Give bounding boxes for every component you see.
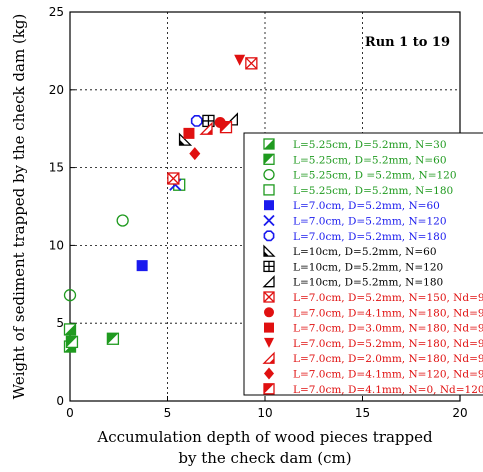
legend-marker — [264, 337, 274, 348]
legend-item: L=7.0cm, D=4.1mm, N=120, Nd=90 — [264, 367, 483, 381]
x-tick-label: 10 — [257, 406, 272, 420]
legend-label: L=10cm, D=5.2mm, N=180 — [293, 277, 443, 289]
y-tick-label: 0 — [56, 394, 64, 408]
legend-marker — [263, 383, 275, 395]
data-point-series-1 — [63, 323, 77, 336]
axis-ticks: 0 5 10 15 20 0 5 10 15 20 25 — [49, 5, 468, 420]
x-tick-label: 5 — [164, 406, 172, 420]
legend-item: L=7.0cm, D=5.2mm, N=120 — [263, 214, 447, 228]
data-point-series-15 — [199, 121, 213, 135]
data-point-series-14 — [234, 54, 246, 66]
legend-marker — [263, 260, 275, 273]
legend-label: L=7.0cm, D=5.2mm, N=120 — [293, 216, 447, 228]
legend: L=5.25cm, D=5.2mm, N=30 L=5.25cm, D=5.2mm… — [243, 132, 483, 396]
legend-item: L=10cm, D=5.2mm, N=60 — [263, 244, 437, 258]
legend-label: L=7.0cm, D=5.2mm, N=180, Nd=90 — [293, 338, 483, 350]
data-point-series-3 — [116, 214, 129, 227]
legend-label: L=7.0cm, D=5.2mm, N=180 — [293, 231, 447, 243]
legend-item: L=7.0cm, D=4.1mm, N=0, Nd=120 — [263, 383, 483, 396]
data-point-series-16 — [189, 147, 201, 161]
legend-marker — [262, 275, 275, 288]
legend-label: L=5.25cm, D=5.2mm, N=60 — [293, 154, 447, 166]
legend-item: L=7.0cm, D=5.2mm, N=180, Nd=90 — [264, 337, 483, 350]
y-tick-label: 10 — [49, 238, 64, 252]
data-point-series-11 — [167, 172, 180, 185]
legend-marker — [264, 307, 274, 318]
legend-item: L=7.0cm, D=5.2mm, N=180 — [263, 230, 447, 243]
legend-item: L=10cm, D=5.2mm, N=120 — [263, 260, 443, 273]
legend-label: L=7.0cm, D=2.0mm, N=180, Nd=90 — [293, 353, 483, 365]
y-tick-label: 5 — [56, 316, 64, 330]
legend-label: L=7.0cm, D=4.1mm, N=0, Nd=120 — [293, 384, 483, 396]
legend-box — [243, 132, 483, 396]
x-tick-label: 0 — [66, 406, 74, 420]
legend-label: L=7.0cm, D=3.0mm, N=180, Nd=90 — [293, 323, 483, 335]
legend-marker — [262, 351, 275, 364]
y-tick-label: 25 — [49, 5, 64, 19]
x-tick-label: 20 — [452, 406, 467, 420]
data-point-series-2 — [106, 332, 120, 345]
legend-item: L=5.25cm, D=5.2mm, N=180 — [263, 184, 453, 197]
legend-marker — [263, 138, 275, 150]
legend-marker — [263, 244, 276, 257]
legend-marker — [263, 184, 275, 196]
legend-label: L=7.0cm, D=5.2mm, N=150, Nd=90 — [293, 292, 483, 304]
data-point-series-17 — [219, 120, 233, 134]
y-axis-label: Weight of sediment trapped by the check … — [10, 14, 28, 400]
legend-label: L=7.0cm, D=4.1mm, N=180, Nd=90 — [293, 307, 483, 319]
data-point-series-7 — [190, 115, 203, 127]
legend-label: L=7.0cm, D=4.1mm, N=120, Nd=90 — [293, 369, 483, 381]
legend-item: L=10cm, D=5.2mm, N=180 — [262, 275, 443, 289]
legend-marker — [263, 291, 275, 303]
y-tick-label: 15 — [49, 161, 64, 175]
legend-label: L=5.25cm, D=5.2mm, N=180 — [293, 185, 453, 197]
data-point-series-8 — [178, 132, 193, 146]
legend-marker — [263, 230, 275, 242]
legend-marker — [263, 168, 275, 181]
data-point-series-2 — [65, 335, 79, 349]
legend-item: L=7.0cm, D=4.1mm, N=180, Nd=90 — [264, 307, 483, 319]
y-tick-label: 20 — [49, 83, 64, 97]
data-point-series-13 — [183, 127, 195, 139]
run-annotation: Run 1 to 19 — [365, 35, 450, 50]
legend-item: L=5.25cm, D=5.2mm, N=60 — [263, 153, 447, 166]
legend-label: L=7.0cm, D=5.2mm, N=60 — [293, 200, 440, 212]
legend-item: L=5.25cm, D =5.2mm, N=120 — [263, 168, 457, 182]
legend-label: L=5.25cm, D =5.2mm, N=120 — [293, 170, 457, 182]
legend-item: L=7.0cm, D=3.0mm, N=180, Nd=90 — [264, 322, 483, 335]
x-axis-label-line-2: by the check dam (cm) — [178, 449, 351, 467]
legend-marker — [264, 322, 274, 333]
legend-item: L=5.25cm, D=5.2mm, N=30 — [263, 138, 447, 151]
legend-marker — [264, 200, 274, 211]
legend-label: L=5.25cm, D=5.2mm, N=30 — [293, 139, 447, 151]
legend-item: L=7.0cm, D=5.2mm, N=60 — [264, 200, 440, 212]
legend-item: L=7.0cm, D=2.0mm, N=180, Nd=90 — [262, 351, 483, 365]
x-tick-label: 15 — [355, 406, 370, 420]
data-point-series-3 — [63, 289, 77, 302]
legend-marker — [263, 153, 275, 165]
data-point-series-5 — [136, 260, 148, 272]
legend-item: L=7.0cm, D=5.2mm, N=150, Nd=90 — [263, 291, 483, 304]
legend-label: L=10cm, D=5.2mm, N=60 — [293, 246, 437, 258]
legend-marker — [264, 367, 274, 380]
data-points — [63, 54, 258, 353]
legend-label: L=10cm, D=5.2mm, N=120 — [293, 261, 443, 273]
legend-marker — [263, 214, 275, 227]
data-point-series-11 — [245, 57, 258, 70]
x-axis-label-line-1: Accumulation depth of wood pieces trappe… — [96, 428, 433, 446]
